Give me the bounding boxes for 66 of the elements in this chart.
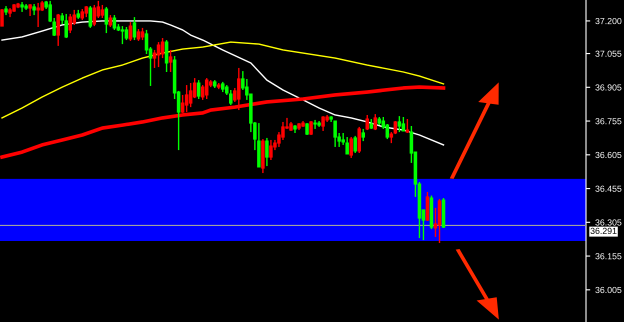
candlestick	[229, 89, 233, 106]
candlestick	[76, 9, 80, 20]
candlestick	[124, 26, 128, 41]
y-tick-label: 36.755	[595, 118, 622, 124]
candlestick	[370, 118, 374, 130]
candlestick	[289, 121, 293, 132]
candlestick	[345, 136, 349, 155]
candlestick	[0, 8, 4, 27]
candlestick	[8, 7, 12, 18]
candlestick	[321, 115, 325, 132]
y-tick-label: 36.605	[595, 152, 622, 158]
y-tick-label: 37.200	[595, 18, 622, 24]
candlestick	[353, 135, 357, 154]
candlestick	[309, 120, 313, 136]
candlestick	[265, 137, 269, 167]
candlestick	[426, 191, 430, 222]
y-tick-label: 37.055	[595, 50, 622, 57]
line-series	[1, 20, 444, 146]
candlestick	[374, 113, 378, 131]
candlestick	[4, 5, 8, 16]
candlestick	[140, 27, 144, 41]
candlestick	[398, 115, 402, 133]
candlestick	[136, 28, 140, 42]
candlestick	[32, 3, 36, 16]
candlestick	[120, 25, 124, 45]
candlestick	[100, 4, 104, 19]
candlestick	[132, 16, 136, 41]
candlestick	[361, 128, 365, 142]
candlestick	[406, 118, 410, 134]
line-series	[1, 41, 444, 119]
y-tick-label: 36.305	[595, 219, 622, 226]
candlestick	[333, 120, 337, 148]
candlestick	[84, 5, 88, 18]
candlestick	[20, 1, 24, 13]
candlestick	[36, 2, 40, 28]
candlestick	[305, 122, 309, 136]
candlestick	[221, 81, 225, 93]
y-tick-label: 36.005	[595, 286, 622, 294]
candlestick	[160, 37, 164, 59]
candlestick	[80, 8, 84, 21]
candlestick	[108, 14, 112, 28]
candlestick	[164, 39, 168, 73]
candlestick	[92, 4, 96, 27]
candlestick	[28, 3, 32, 17]
candlestick	[128, 21, 132, 42]
y-tick-label: 36.905	[595, 84, 622, 91]
candlestick	[313, 119, 317, 130]
candlestick	[156, 41, 160, 68]
candlestick	[365, 114, 370, 131]
candlestick	[56, 13, 60, 47]
candlestick	[64, 13, 68, 39]
y-tick-label: 36.455	[595, 186, 622, 192]
candlestick	[188, 82, 192, 108]
candlestick	[68, 13, 72, 34]
candlestick	[196, 79, 200, 100]
ref-line-label: 36.291	[590, 228, 616, 234]
candlestick	[402, 116, 406, 132]
candlestick	[104, 6, 108, 34]
candlestick	[204, 77, 208, 100]
candlestick	[349, 136, 353, 159]
candlestick	[112, 14, 116, 31]
candlestick	[269, 139, 273, 161]
y-tick-label: 36.155	[595, 253, 622, 260]
candlestick	[168, 49, 172, 73]
candlestick	[357, 126, 361, 154]
candlestick	[88, 5, 92, 29]
